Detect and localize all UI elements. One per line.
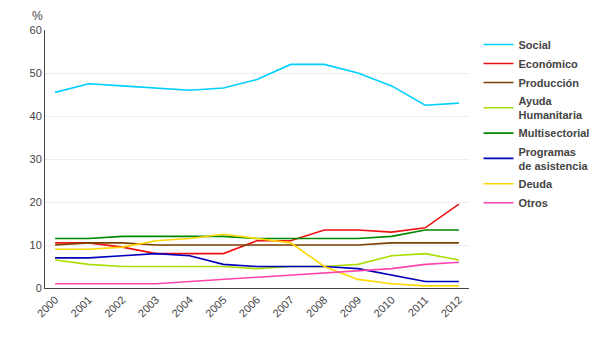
svg-text:2005: 2005 — [203, 294, 229, 320]
svg-text:2001: 2001 — [68, 294, 94, 320]
svg-text:AyudaHumanitaria: AyudaHumanitaria — [519, 95, 583, 121]
svg-text:Producción: Producción — [519, 77, 580, 89]
svg-text:2007: 2007 — [270, 294, 296, 320]
svg-text:20: 20 — [30, 196, 42, 208]
svg-text:30: 30 — [30, 153, 42, 165]
svg-text:Económico: Económico — [519, 58, 579, 70]
svg-text:2006: 2006 — [237, 294, 263, 320]
svg-text:Programasde asistencia: Programasde asistencia — [519, 146, 589, 172]
svg-text:2011: 2011 — [405, 294, 430, 319]
svg-text:2008: 2008 — [304, 294, 330, 320]
svg-text:Social: Social — [519, 39, 551, 51]
svg-text:60: 60 — [30, 24, 42, 36]
svg-text:2000: 2000 — [35, 294, 61, 320]
svg-text:0: 0 — [36, 282, 42, 294]
svg-text:Otros: Otros — [519, 197, 548, 209]
svg-text:10: 10 — [30, 239, 42, 251]
svg-text:2004: 2004 — [169, 294, 195, 320]
svg-text:Deuda: Deuda — [519, 178, 554, 190]
svg-text:Multisectorial: Multisectorial — [519, 127, 590, 139]
svg-text:2003: 2003 — [136, 294, 162, 320]
svg-text:2009: 2009 — [337, 294, 363, 320]
svg-text:2002: 2002 — [102, 294, 128, 320]
svg-text:50: 50 — [30, 67, 42, 79]
svg-text:2010: 2010 — [371, 294, 397, 320]
svg-text:40: 40 — [30, 110, 42, 122]
svg-text:2012: 2012 — [438, 294, 464, 320]
svg-text:%: % — [32, 9, 43, 23]
